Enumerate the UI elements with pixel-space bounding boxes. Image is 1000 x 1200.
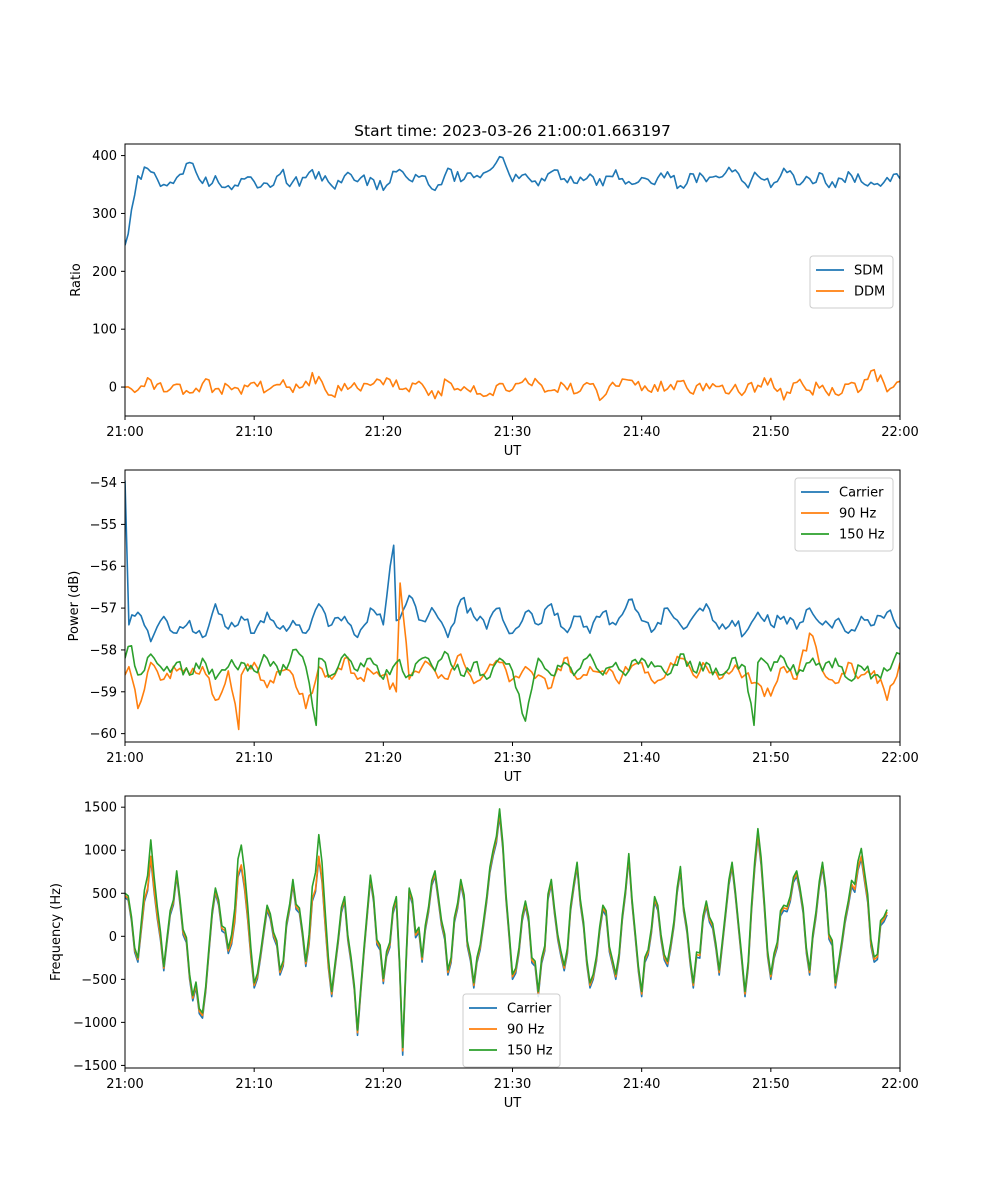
- x-tick-label: 21:30: [494, 1077, 531, 1092]
- y-tick-label: −54: [90, 476, 117, 491]
- x-tick-label: 21:50: [752, 1077, 789, 1092]
- x-tick-label: 21:20: [365, 751, 402, 766]
- series-line-carrier: [125, 480, 900, 643]
- x-tick-label: 21:10: [235, 1077, 272, 1092]
- y-tick-label: −59: [90, 685, 117, 700]
- legend-label: DDM: [854, 285, 885, 300]
- chart-panel-3: 21:00 21:10 21:20 21:30 21:40 21:50 22:00 −1500…: [49, 795, 919, 1111]
- y-tick-label: −60: [90, 727, 117, 742]
- legend: Carrier 90 Hz 150 Hz: [462, 993, 561, 1068]
- figure-title: Start time: 2023-03-26 21:00:01.663197: [354, 122, 671, 140]
- x-axis-label: UT: [504, 1096, 522, 1111]
- y-tick-label: −55: [90, 518, 117, 533]
- x-tick-label: 21:10: [235, 425, 272, 440]
- chart-panel-2: 21:00 21:10 21:20 21:30 21:40 21:50 22:00 −60 −5…: [67, 469, 919, 785]
- legend-label: 150 Hz: [507, 1044, 553, 1059]
- x-tick-label: 21:00: [106, 1077, 143, 1092]
- series-line-150-hz: [125, 645, 900, 727]
- legend-box: [794, 477, 894, 552]
- y-tick-label: −500: [81, 973, 117, 988]
- y-axis-label: Ratio: [69, 263, 84, 296]
- y-axis-label: Power (dB): [67, 571, 82, 642]
- x-tick-label: 21:10: [235, 751, 272, 766]
- y-tick-label: −56: [90, 560, 117, 575]
- y-tick-label: 300: [92, 207, 117, 222]
- y-tick-label: −1000: [73, 1016, 117, 1031]
- legend: Carrier 90 Hz 150 Hz: [794, 477, 894, 552]
- x-tick-label: 21:30: [494, 751, 531, 766]
- x-tick-label: 21:00: [106, 751, 143, 766]
- y-tick-label: −57: [90, 602, 117, 617]
- y-tick-label: 0: [109, 381, 117, 396]
- x-tick-label: 21:40: [623, 751, 660, 766]
- series-group: [125, 155, 900, 402]
- y-tick-label: 0: [109, 930, 117, 945]
- x-tick-label: 21:40: [623, 1077, 660, 1092]
- x-tick-label: 21:20: [365, 1077, 402, 1092]
- chart-panel-1: 21:00 21:10 21:20 21:30 21:40 21:50 22:00 0 100 2…: [69, 143, 919, 459]
- y-tick-label: 1000: [84, 844, 117, 859]
- x-tick-label: 21:00: [106, 425, 143, 440]
- x-tick-label: 21:50: [752, 751, 789, 766]
- series-line-ddm: [125, 368, 900, 402]
- legend-label: 150 Hz: [839, 528, 885, 543]
- legend-label: Carrier: [507, 1002, 552, 1017]
- x-tick-label: 21:20: [365, 425, 402, 440]
- legend-box: [462, 993, 561, 1068]
- y-tick-label: 200: [92, 265, 117, 280]
- legend-label: 90 Hz: [507, 1023, 544, 1038]
- x-axis-label: UT: [504, 770, 522, 785]
- legend-label: SDM: [854, 264, 883, 279]
- y-axis-label: Frequency (Hz): [49, 883, 64, 981]
- series-group: [125, 480, 900, 731]
- y-tick-label: −58: [90, 643, 117, 658]
- y-tick-label: 100: [92, 323, 117, 338]
- y-tick-label: 500: [92, 887, 117, 902]
- x-axis-label: UT: [504, 444, 522, 459]
- x-tick-label: 21:40: [623, 425, 660, 440]
- y-tick-label: 1500: [84, 801, 117, 816]
- series-line-150-hz: [125, 808, 888, 1049]
- legend-label: Carrier: [839, 486, 884, 501]
- x-tick-label: 21:30: [494, 425, 531, 440]
- x-tick-label: 22:00: [881, 751, 918, 766]
- x-tick-label: 22:00: [881, 425, 918, 440]
- x-tick-label: 22:00: [881, 1077, 918, 1092]
- series-line-sdm: [125, 155, 900, 246]
- legend-label: 90 Hz: [839, 507, 876, 522]
- x-tick-label: 21:50: [752, 425, 789, 440]
- legend: SDM DDM: [809, 255, 894, 309]
- series-line-90-hz: [125, 582, 900, 731]
- y-tick-label: −1500: [73, 1059, 117, 1074]
- y-tick-label: 400: [92, 149, 117, 164]
- series-group: [125, 808, 888, 1056]
- legend-box: [809, 255, 894, 309]
